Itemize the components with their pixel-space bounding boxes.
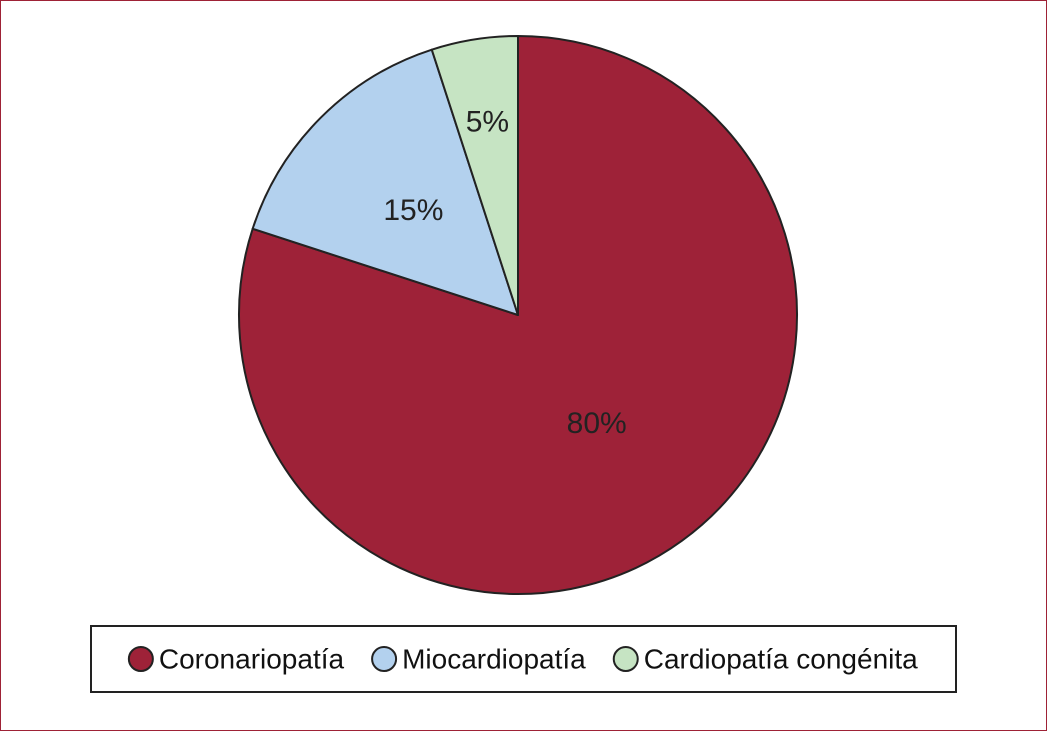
legend-box [90,625,957,693]
legend-marker-2 [612,646,639,672]
pie-slice-1 [251,48,519,316]
slice-label-1: 15% [383,194,443,227]
legend: Coronariopatía Miocardiopatía Cardiopatía … [90,625,957,693]
legend-items: Coronariopatía Miocardiopatía Cardiopatía … [127,644,918,675]
pie-slice-labels: 80% 15% 5% [383,106,626,440]
legend-marker-0 [127,646,154,672]
legend-label-2: Cardiopatía congénita [644,644,918,675]
pie-slices [238,35,798,595]
pie-slice-2 [430,35,519,316]
legend-label-0: Coronariopatía [159,644,345,675]
legend-marker-1 [371,646,398,672]
slice-label-2: 5% [466,106,509,139]
legend-label-1: Miocardiopatía [402,644,586,675]
slice-label-0: 80% [567,407,627,440]
